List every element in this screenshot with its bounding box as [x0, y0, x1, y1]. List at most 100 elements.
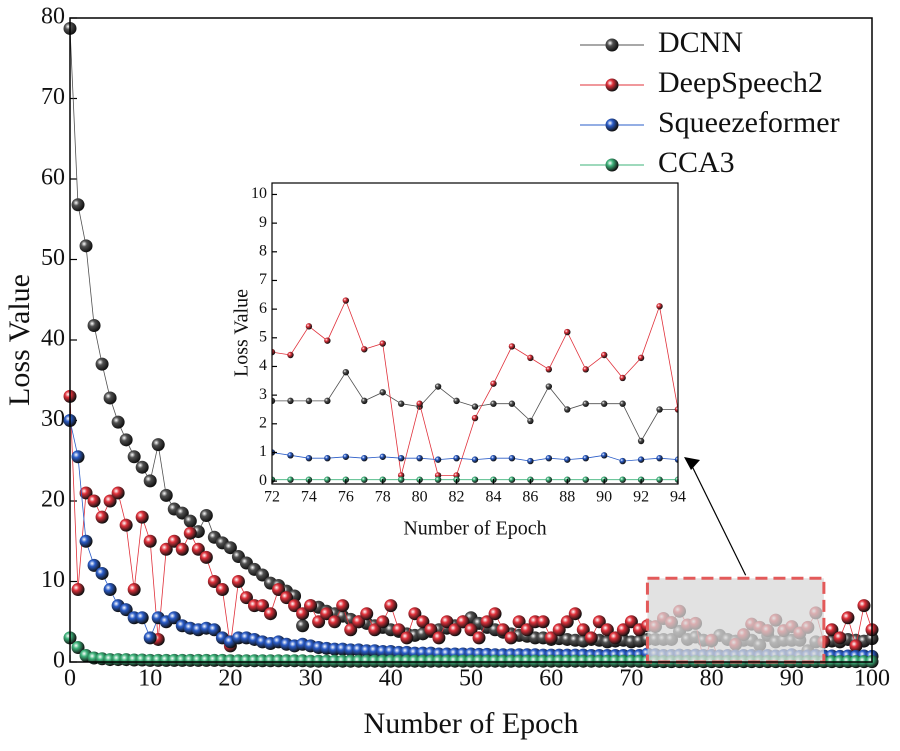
data-point — [159, 542, 173, 556]
x-tick-label: 86 — [522, 489, 538, 506]
data-point — [592, 615, 606, 629]
legend-label: CCA3 — [658, 146, 735, 179]
x-tick-label: 78 — [375, 489, 391, 506]
data-point — [434, 476, 442, 483]
data-point — [397, 455, 405, 462]
y-tick-label: 70 — [41, 84, 65, 110]
data-point — [582, 476, 589, 483]
data-point — [576, 623, 590, 637]
data-point — [637, 354, 645, 362]
data-point — [508, 476, 516, 483]
inset-background — [272, 183, 678, 484]
x-tick-label: 40 — [379, 666, 403, 692]
data-point — [456, 615, 470, 629]
data-point — [637, 456, 645, 463]
data-point — [119, 518, 133, 532]
data-point — [833, 631, 847, 645]
data-point — [272, 397, 276, 405]
data-point — [416, 615, 430, 629]
data-point — [545, 476, 553, 483]
data-point — [480, 615, 494, 629]
data-point — [305, 455, 313, 462]
arrow-line — [689, 461, 747, 576]
y-tick-label: 6 — [259, 300, 267, 317]
data-point — [582, 366, 589, 373]
data-point — [849, 639, 863, 653]
data-point — [440, 615, 454, 629]
data-point — [619, 457, 626, 465]
y-tick-label: 1 — [259, 443, 267, 460]
data-point — [520, 623, 534, 637]
data-point — [508, 455, 516, 462]
data-point — [296, 607, 310, 621]
data-point — [512, 615, 526, 629]
data-point — [397, 400, 405, 407]
data-point — [825, 623, 839, 637]
data-point — [272, 348, 276, 356]
data-point — [584, 631, 598, 645]
y-tick-label: 40 — [41, 326, 65, 352]
data-point — [471, 403, 479, 410]
data-point — [693, 363, 699, 369]
data-point — [207, 575, 221, 588]
data-point — [87, 319, 101, 333]
data-point — [624, 615, 638, 629]
data-point — [287, 476, 294, 483]
x-tick-label: 84 — [485, 489, 501, 506]
y-tick-label: 60 — [41, 165, 65, 191]
y-tick-label: 20 — [41, 487, 65, 513]
data-point — [344, 623, 358, 637]
data-point — [471, 456, 479, 463]
data-point — [95, 357, 109, 371]
x-tick-label: 92 — [633, 489, 649, 506]
data-point — [287, 397, 294, 405]
data-point — [250, 403, 256, 409]
data-point — [143, 631, 157, 645]
data-point — [545, 366, 553, 373]
data-point — [167, 534, 181, 548]
data-point — [71, 450, 85, 464]
data-point — [250, 455, 256, 461]
data-point — [360, 607, 374, 621]
data-point — [223, 541, 237, 555]
data-point — [305, 397, 313, 405]
y-tick-label: 4 — [259, 357, 267, 374]
x-axis-label: Number of Epoch — [364, 707, 579, 740]
data-point — [674, 456, 678, 463]
data-point — [183, 526, 197, 540]
data-point — [582, 455, 589, 462]
data-point — [191, 542, 205, 556]
y-tick-label: 0 — [53, 648, 65, 674]
data-point — [432, 631, 446, 645]
data-point — [79, 239, 93, 253]
data-point — [352, 615, 366, 629]
data-point — [324, 397, 331, 405]
data-point — [264, 607, 277, 621]
data-point — [328, 615, 342, 629]
data-point — [564, 328, 571, 336]
x-tick-label: 72 — [264, 489, 280, 506]
data-point — [841, 611, 855, 625]
data-point — [183, 514, 197, 528]
x-tick-label: 10 — [138, 666, 162, 692]
x-tick-label: 80 — [412, 489, 428, 506]
data-point — [424, 623, 438, 637]
x-tick-label: 0 — [64, 666, 76, 692]
data-point — [564, 406, 571, 413]
data-point — [342, 453, 350, 460]
legend-marker — [605, 118, 619, 132]
data-point — [361, 455, 368, 462]
data-point — [490, 380, 497, 387]
data-point — [250, 475, 256, 481]
x-tick-label: 90 — [780, 666, 804, 692]
data-point — [71, 641, 85, 655]
legend-label: DCNN — [658, 26, 743, 59]
data-point — [175, 542, 189, 556]
data-point — [324, 455, 331, 462]
x-tick-label: 90 — [596, 489, 612, 506]
data-point — [384, 599, 398, 613]
data-point — [568, 607, 582, 621]
x-tick-label: 94 — [670, 489, 686, 506]
data-point — [490, 455, 497, 462]
data-point — [71, 198, 85, 212]
